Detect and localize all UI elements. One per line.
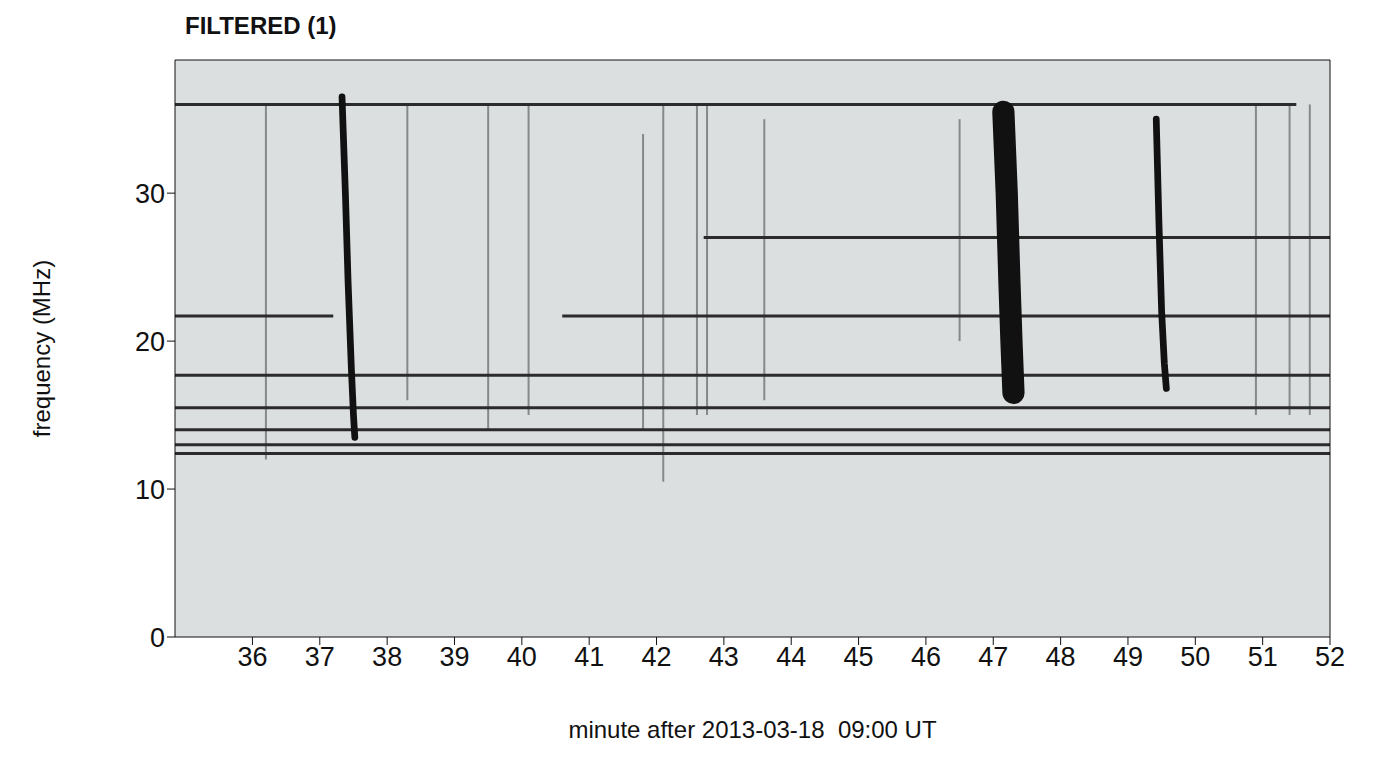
svg-text:20: 20	[135, 327, 165, 357]
svg-text:37: 37	[305, 642, 335, 672]
svg-text:40: 40	[507, 642, 537, 672]
svg-text:45: 45	[844, 642, 874, 672]
svg-text:frequency (MHz): frequency (MHz)	[28, 260, 55, 437]
svg-text:minute after 2013-03-18 09:00: minute after 2013-03-18 09:00 UT	[568, 716, 937, 743]
svg-text:47: 47	[978, 642, 1008, 672]
svg-text:46: 46	[911, 642, 941, 672]
svg-text:36: 36	[237, 642, 267, 672]
svg-text:52: 52	[1315, 642, 1345, 672]
svg-text:41: 41	[574, 642, 604, 672]
svg-text:30: 30	[135, 179, 165, 209]
svg-text:49: 49	[1113, 642, 1143, 672]
svg-text:0: 0	[150, 623, 165, 653]
svg-text:42: 42	[642, 642, 672, 672]
svg-text:48: 48	[1046, 642, 1076, 672]
svg-text:50: 50	[1180, 642, 1210, 672]
svg-text:39: 39	[439, 642, 469, 672]
html-text:FILTERED (1): FILTERED (1)	[185, 12, 337, 39]
svg-text:51: 51	[1248, 642, 1278, 672]
svg-text:44: 44	[776, 642, 806, 672]
svg-text:43: 43	[709, 642, 739, 672]
svg-text:10: 10	[135, 475, 165, 505]
svg-text:38: 38	[372, 642, 402, 672]
